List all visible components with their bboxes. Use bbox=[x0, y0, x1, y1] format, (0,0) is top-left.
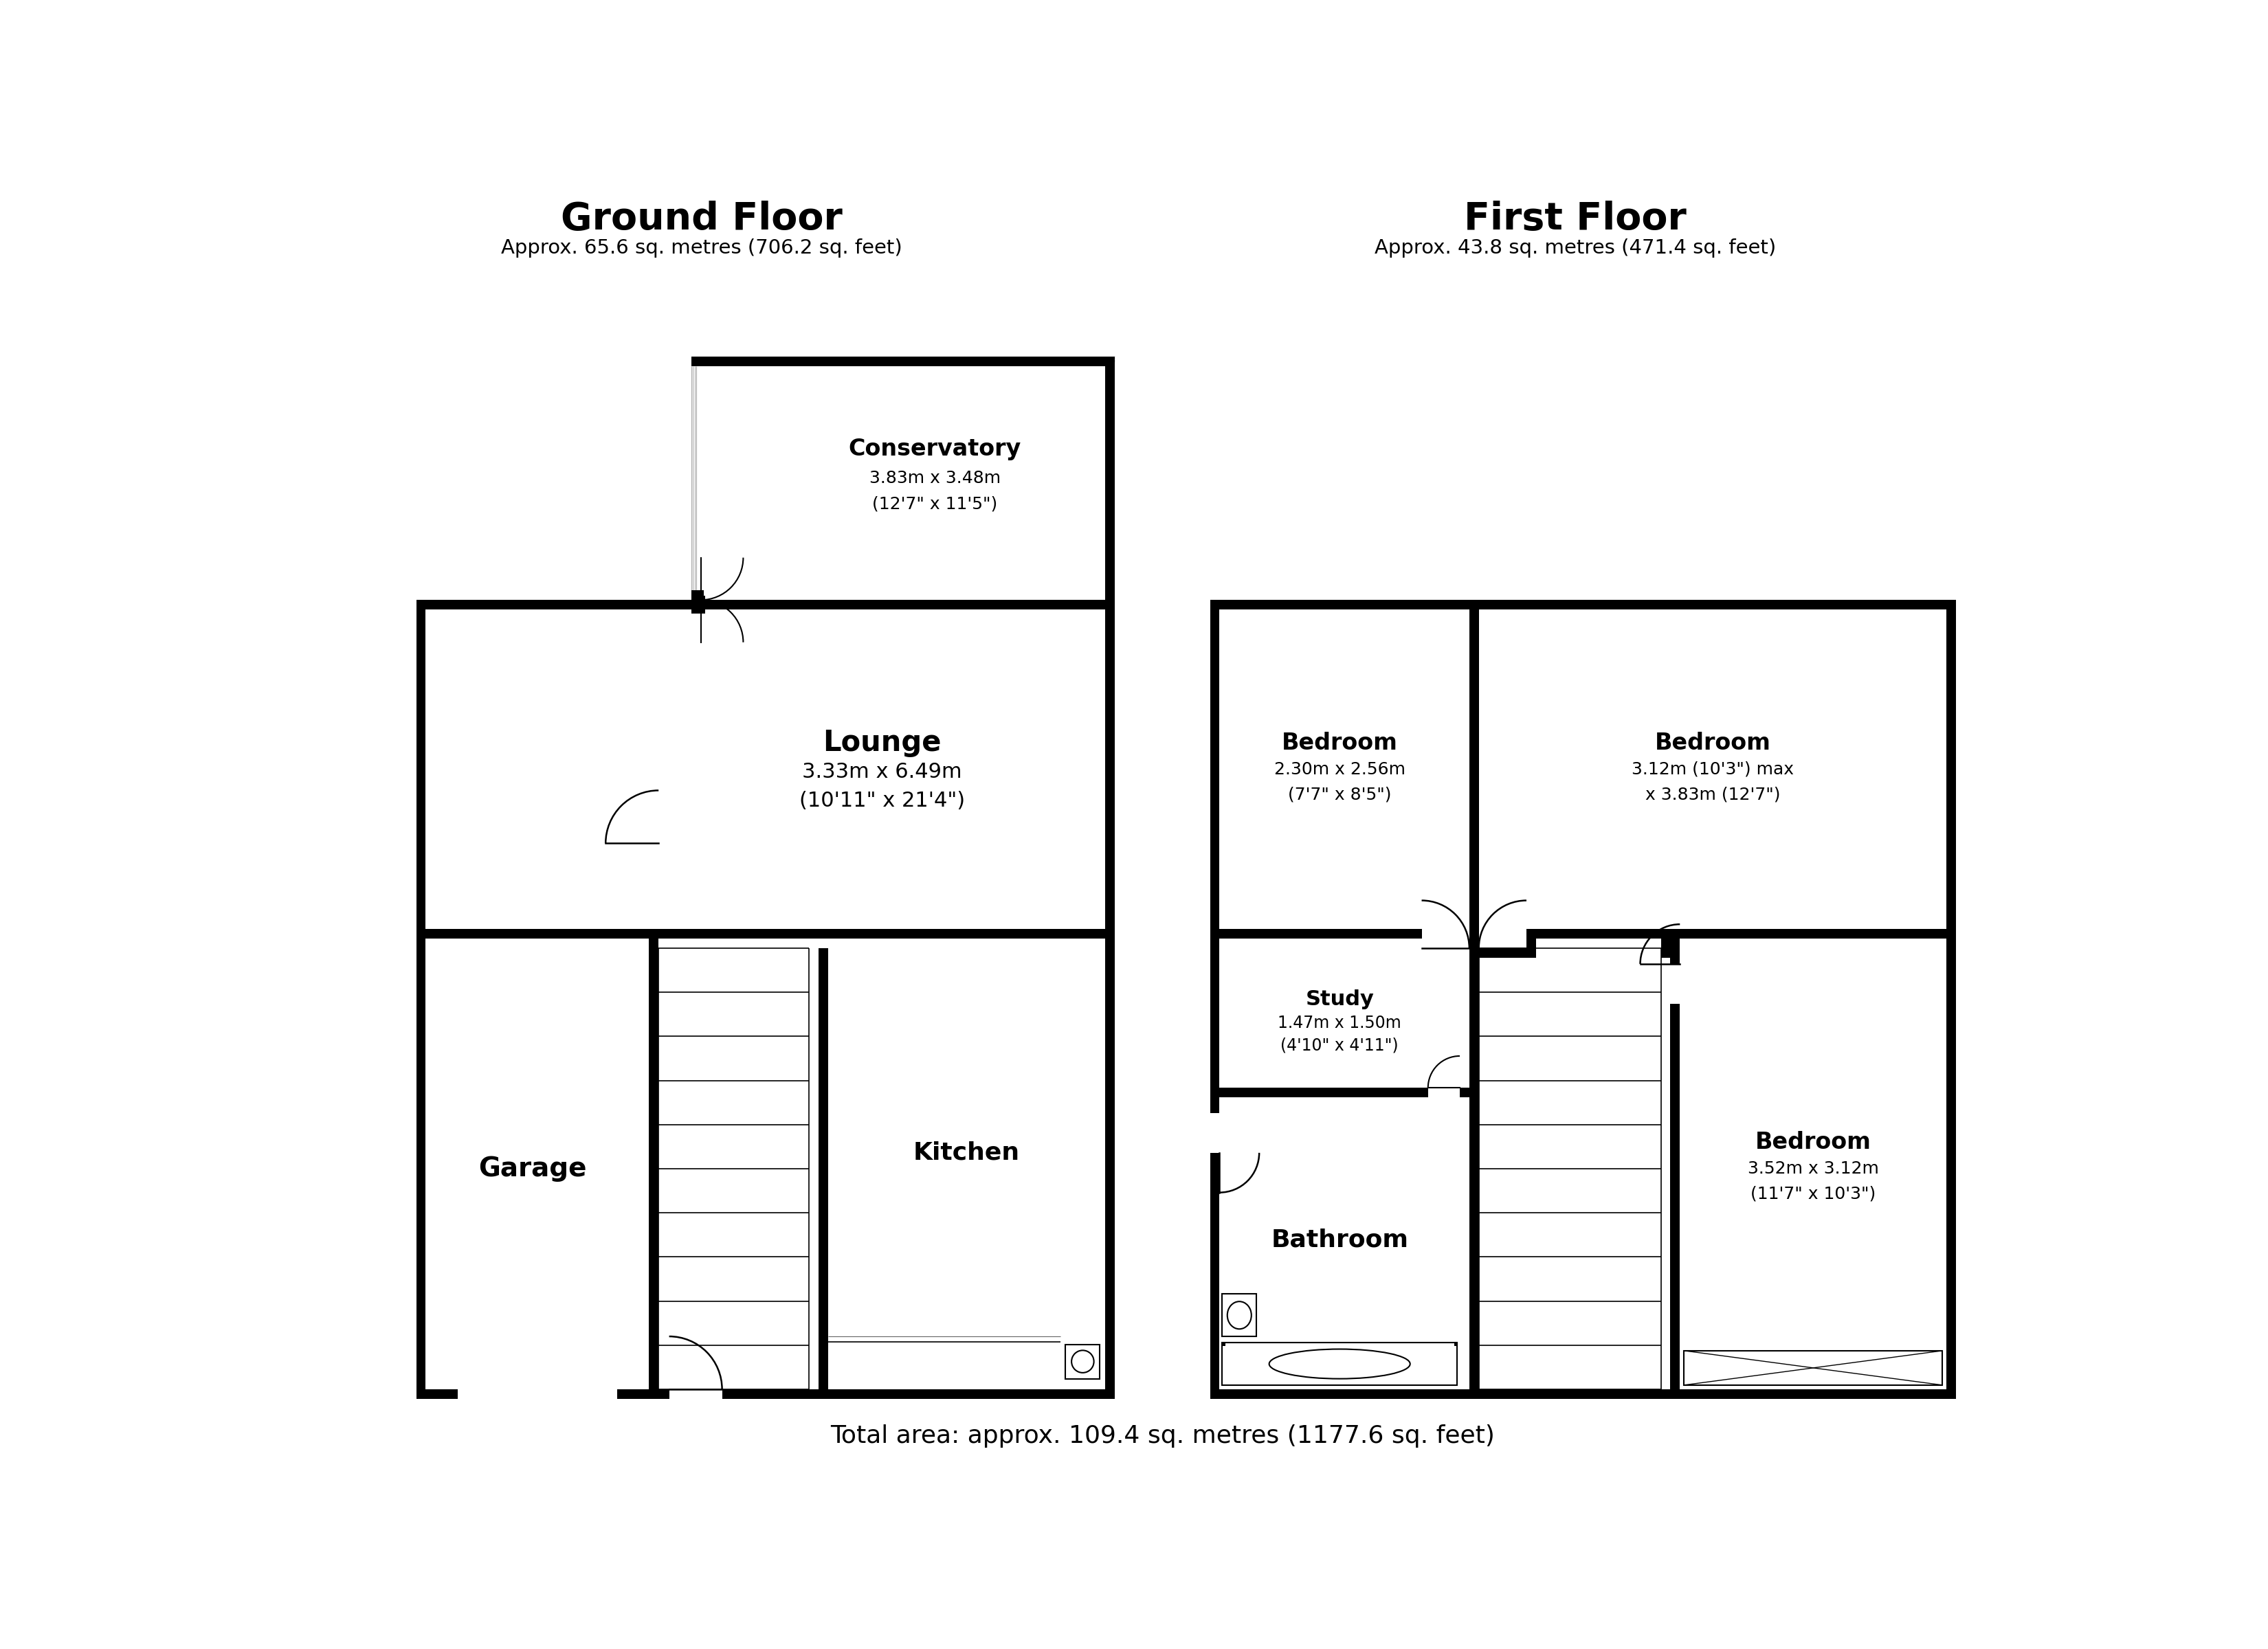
Bar bbox=[1222, 1294, 1256, 1336]
Bar bbox=[426, 1390, 458, 1398]
Bar bbox=[417, 600, 426, 1398]
Text: (11'7" x 10'3"): (11'7" x 10'3") bbox=[1751, 1186, 1876, 1202]
Text: Lounge: Lounge bbox=[823, 729, 941, 757]
Bar bbox=[692, 600, 705, 613]
Bar bbox=[1220, 928, 1946, 938]
Text: First Floor: First Floor bbox=[1463, 201, 1687, 237]
Text: 3.33m x 6.49m: 3.33m x 6.49m bbox=[803, 762, 962, 782]
Bar bbox=[1685, 1351, 1941, 1385]
Text: (12'7" x 11'5"): (12'7" x 11'5") bbox=[873, 495, 998, 511]
Bar bbox=[1669, 965, 1681, 1004]
Text: (4'10" x 4'11"): (4'10" x 4'11") bbox=[1281, 1037, 1399, 1054]
Bar bbox=[417, 1390, 1114, 1398]
Text: Approx. 43.8 sq. metres (471.4 sq. feet): Approx. 43.8 sq. metres (471.4 sq. feet) bbox=[1374, 239, 1776, 257]
Text: Approx. 65.6 sq. metres (706.2 sq. feet): Approx. 65.6 sq. metres (706.2 sq. feet) bbox=[501, 239, 903, 257]
Text: 1.47m x 1.50m: 1.47m x 1.50m bbox=[1277, 1014, 1402, 1032]
Bar bbox=[1479, 948, 1526, 958]
Bar bbox=[692, 595, 705, 610]
Bar bbox=[426, 928, 649, 938]
Bar bbox=[1470, 938, 1479, 1390]
Bar bbox=[417, 600, 1114, 610]
Bar bbox=[1211, 600, 1955, 610]
Bar bbox=[1479, 928, 1526, 938]
Bar bbox=[426, 1390, 649, 1398]
Text: Kitchen: Kitchen bbox=[914, 1141, 1021, 1164]
Bar bbox=[692, 356, 701, 366]
Bar bbox=[649, 938, 658, 1398]
Bar bbox=[1222, 1342, 1456, 1385]
Text: 3.52m x 3.12m: 3.52m x 3.12m bbox=[1749, 1161, 1878, 1177]
Bar bbox=[617, 1390, 649, 1398]
Bar bbox=[1946, 600, 1955, 1398]
Bar bbox=[649, 928, 1105, 938]
Bar bbox=[692, 590, 703, 600]
Text: Study: Study bbox=[1306, 989, 1374, 1009]
Bar bbox=[1220, 1088, 1470, 1097]
Text: 3.83m x 3.48m: 3.83m x 3.48m bbox=[869, 470, 1000, 486]
Bar bbox=[649, 843, 658, 897]
Bar bbox=[1454, 1342, 1456, 1346]
Text: Bedroom: Bedroom bbox=[1755, 1131, 1871, 1154]
Text: Bedroom: Bedroom bbox=[1656, 732, 1771, 754]
Bar bbox=[1211, 1390, 1955, 1398]
Bar bbox=[1422, 928, 1470, 938]
Bar bbox=[1105, 600, 1114, 1398]
Bar bbox=[1429, 1088, 1461, 1097]
Bar bbox=[692, 600, 703, 610]
Bar bbox=[1105, 356, 1114, 600]
Text: Total area: approx. 109.4 sq. metres (1177.6 sq. feet): Total area: approx. 109.4 sq. metres (11… bbox=[830, 1425, 1495, 1448]
Bar bbox=[692, 590, 701, 600]
Text: (7'7" x 8'5"): (7'7" x 8'5") bbox=[1288, 787, 1390, 803]
Text: Bathroom: Bathroom bbox=[1270, 1229, 1408, 1252]
Bar bbox=[1211, 1113, 1220, 1153]
Bar bbox=[669, 1390, 721, 1398]
Bar bbox=[1470, 610, 1479, 938]
Bar bbox=[819, 948, 828, 1398]
Text: x 3.83m (12'7"): x 3.83m (12'7") bbox=[1644, 787, 1780, 803]
Bar bbox=[1211, 600, 1220, 1398]
Bar bbox=[1669, 938, 1681, 1390]
Bar bbox=[1660, 938, 1669, 958]
Bar bbox=[692, 356, 1116, 366]
Text: Ground Floor: Ground Floor bbox=[560, 201, 844, 237]
Bar bbox=[1526, 938, 1535, 958]
Text: (10'11" x 21'4"): (10'11" x 21'4") bbox=[798, 792, 964, 811]
Text: 3.12m (10'3") max: 3.12m (10'3") max bbox=[1631, 762, 1794, 778]
Bar bbox=[1222, 1342, 1225, 1346]
Text: Garage: Garage bbox=[479, 1156, 587, 1182]
Text: Conservatory: Conservatory bbox=[848, 439, 1021, 460]
Text: 2.30m x 2.56m: 2.30m x 2.56m bbox=[1275, 762, 1406, 778]
Text: Bedroom: Bedroom bbox=[1281, 732, 1397, 754]
Bar bbox=[1066, 1344, 1100, 1379]
